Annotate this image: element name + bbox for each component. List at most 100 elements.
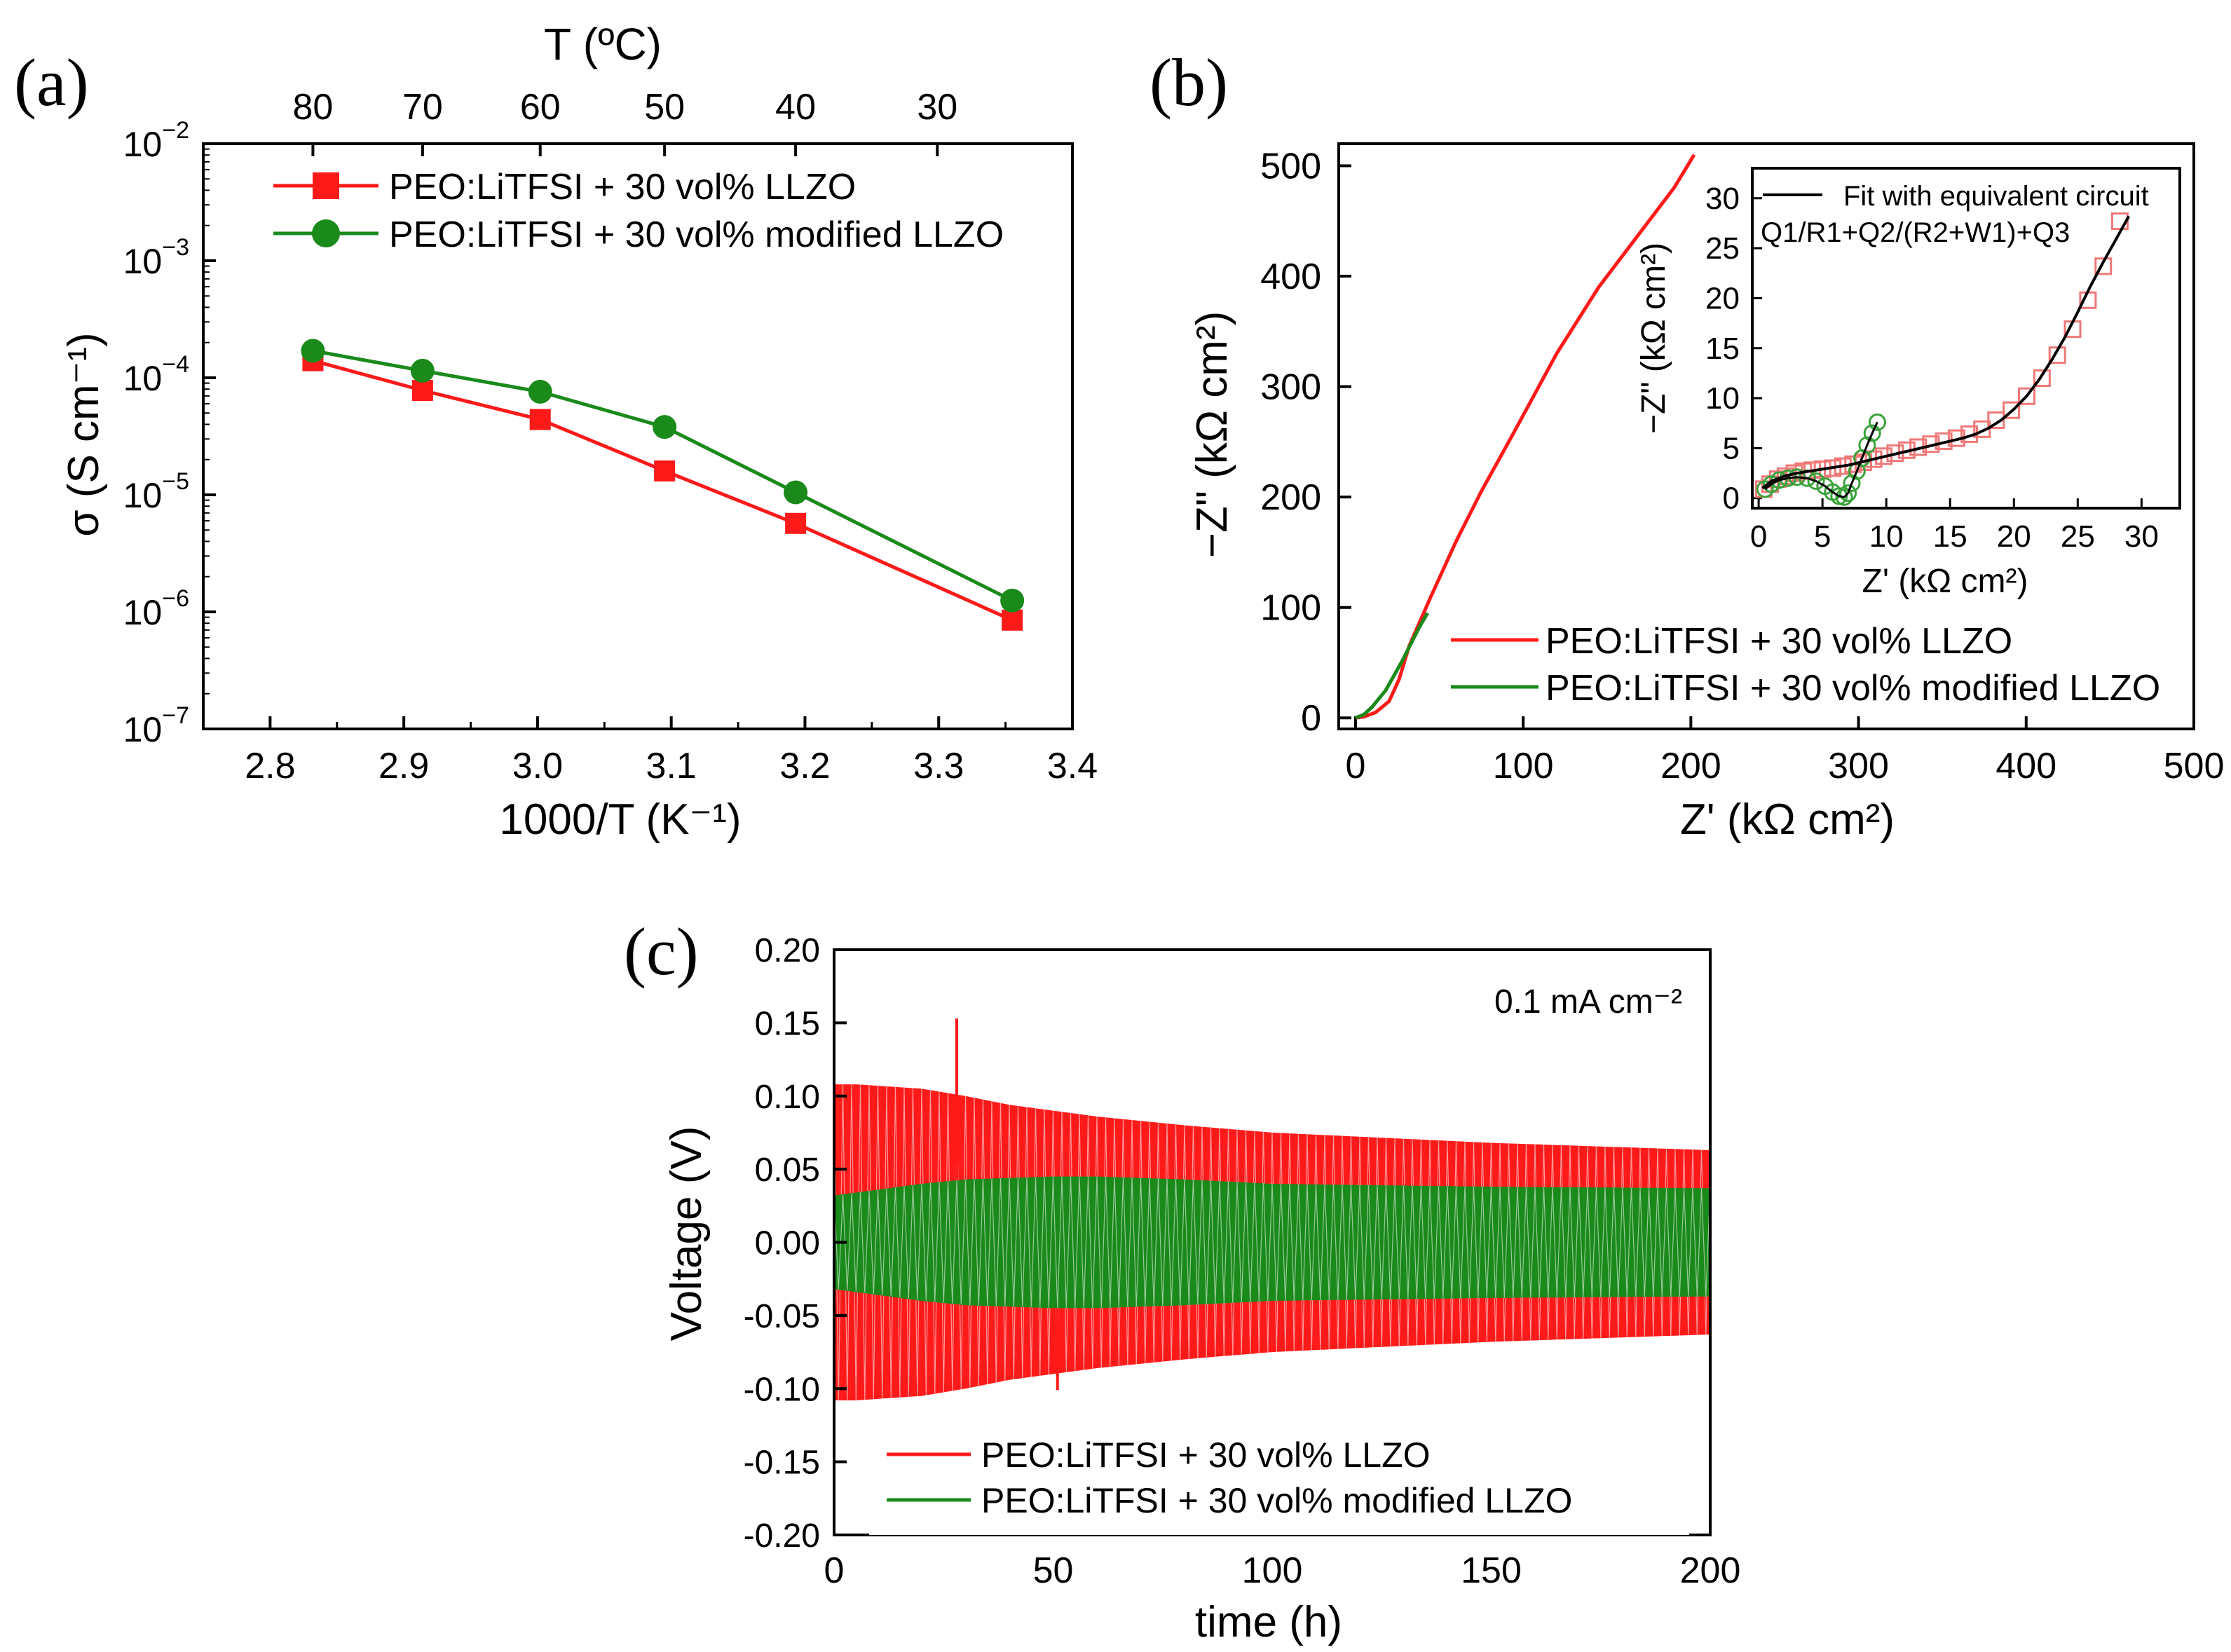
panel-a-series-line-mod (312, 349, 1014, 603)
inset-x-tick-label: 15 (1933, 519, 1967, 554)
panel-a-x-tick-label: 2.8 (245, 746, 295, 786)
inset-red-point (2094, 257, 2113, 275)
inset-green-point (1839, 484, 1857, 503)
inset-green-fit-line (1764, 421, 1878, 498)
panel-c-y-tick-label: -0.05 (744, 1298, 820, 1335)
inset-green-point (1868, 413, 1886, 431)
inset-circuit-label: Q1/R1+Q2/(R2+W1)+Q3 (1761, 217, 2070, 248)
panel-a-top-tick-label: 80 (293, 87, 334, 128)
legend-a-llzo-label: PEO:LiTFSI + 30 vol% LLZO (389, 167, 856, 207)
inset-green-point (1863, 424, 1881, 442)
panel-b-y-tick-label: 300 (1260, 367, 1321, 408)
panel-c-y-tick-label: 0.15 (755, 1005, 820, 1042)
panel-c-x-tick-label: 200 (1680, 1550, 1741, 1591)
panel-a-point-mod (301, 339, 325, 363)
panel-c-y-tick-label: 0.00 (755, 1225, 820, 1262)
legend-b-llzo-label: PEO:LiTFSI + 30 vol% LLZO (1546, 621, 2012, 662)
panel-a-point-llzo (785, 512, 807, 534)
panel-a-point-llzo (529, 409, 551, 430)
legend-c-background (869, 1430, 1689, 1535)
inset-x-tick-label: 20 (1997, 519, 2031, 554)
panel-b-x-tick-label: 400 (1995, 746, 2056, 786)
panel-b-series-line-mod (1354, 612, 1429, 720)
inset-y-axis-label: −Z" (kΩ cm²) (1635, 243, 1672, 434)
panel-c-legend: PEO:LiTFSI + 30 vol% LLZO PEO:LiTFSI + 3… (869, 1430, 1689, 1535)
panel-b-y-tick-label: 500 (1260, 146, 1321, 187)
inset-y-tick-label: 30 (1705, 182, 1740, 216)
inset-fit-line (1761, 215, 2130, 490)
inset-y-tick-label: 5 (1723, 431, 1740, 465)
inset-x-tick-label: 5 (1814, 519, 1831, 554)
inset-y-tick-label: 10 (1705, 381, 1740, 416)
panel-a-x-tick-label: 3.4 (1047, 746, 1098, 786)
panel-a-point-mod (528, 379, 552, 404)
inset-y-tick-label: 15 (1705, 332, 1740, 366)
panel-a-point-llzo (1002, 609, 1023, 631)
panel-a-top-tick-label: 40 (775, 87, 816, 128)
panel-b-y-tick-label: 200 (1260, 477, 1321, 518)
inset-red-point (1864, 450, 1883, 468)
panel-a-top-tick-label: 60 (520, 87, 561, 128)
inset-frame (1751, 167, 2181, 510)
panel-b-series (1354, 153, 1696, 720)
panel-b-x-tick-label: 0 (1345, 746, 1365, 786)
panel-c-y-tick-label: -0.15 (744, 1445, 820, 1482)
panel-b-x-tick-label: 100 (1493, 746, 1554, 786)
panel-a-series (301, 339, 1025, 631)
inset-green-point (1835, 488, 1853, 506)
panel-a-point-llzo (654, 460, 676, 482)
panel-c-x-tick-label: 150 (1461, 1550, 1522, 1591)
legend-c-mod-label: PEO:LiTFSI + 30 vol% modified LLZO (981, 1481, 1572, 1520)
legend-b-mod-label: PEO:LiTFSI + 30 vol% modified LLZO (1546, 668, 2160, 709)
inset-red-point (2048, 346, 2066, 364)
panel-b-x-tick-label: 300 (1828, 746, 1889, 786)
panel-c-cycles-mod (833, 1176, 1711, 1309)
panel-b-series-line-llzo (1355, 153, 1696, 720)
panel-c-y-tick-label: 0.05 (755, 1152, 820, 1189)
panel-a-top-axis-label: T (ºC) (544, 19, 662, 69)
legend-c-llzo-label: PEO:LiTFSI + 30 vol% LLZO (981, 1435, 1431, 1475)
panel-a: (a) T (ºC) 1000/T (K⁻¹) σ (S cm⁻¹) 2.8 2.… (14, 19, 1098, 844)
panel-b-x-tick-label: 500 (2164, 746, 2225, 786)
panel-b-y-tick-label: 100 (1260, 588, 1321, 629)
panel-c-y-tick-label: -0.10 (744, 1371, 820, 1408)
inset-red-point (1973, 420, 1991, 438)
panel-a-point-mod (784, 480, 808, 505)
panel-c: (c) time (h) Voltage (V) 0.1 mA cm⁻² 0 50… (624, 914, 1740, 1646)
panel-b-axes (1337, 142, 2195, 730)
panel-c-series (833, 1018, 1711, 1401)
panel-c-y-tick-label: -0.20 (744, 1517, 820, 1555)
inset-x-tick-label: 0 (1750, 519, 1767, 554)
legend-a-llzo-marker (313, 172, 339, 199)
panel-a-x-tick-label: 3.0 (512, 746, 563, 786)
inset-red-point (1987, 411, 2005, 429)
panel-a-x-tick-label: 3.1 (646, 746, 697, 786)
panel-c-y-tick-label: 0.20 (755, 932, 820, 969)
panel-a-top-tick-label: 30 (917, 87, 957, 128)
panel-b-inset: 0 5 10 15 20 25 30 0 5 10 15 20 25 30 Z' (kΩ cm²) −Z" (… (1635, 167, 2181, 600)
panel-a-point-llzo (411, 380, 433, 402)
panel-a-legend: PEO:LiTFSI + 30 vol% LLZO PEO:LiTFSI + 3… (273, 167, 1004, 255)
panel-a-top-tick-label: 50 (644, 87, 685, 128)
panel-c-envelope-mod (834, 1176, 1710, 1309)
inset-x-tick-label: 10 (1869, 519, 1904, 554)
panel-a-y-tick-label: 10−6 (123, 585, 189, 632)
panel-a-x-tick-label: 3.2 (779, 746, 830, 786)
panel-b-y-tick-label: 400 (1260, 257, 1321, 297)
panel-b-legend: PEO:LiTFSI + 30 vol% LLZO PEO:LiTFSI + 3… (1451, 621, 2160, 709)
inset-x-axis-label: Z' (kΩ cm²) (1862, 563, 2028, 600)
panel-c-y-tick-label: 0.10 (755, 1079, 820, 1116)
panel-a-point-mod (1000, 588, 1025, 613)
inset-red-point (2003, 401, 2021, 419)
inset-y-tick-label: 25 (1705, 231, 1740, 266)
panel-c-x-axis-label: time (h) (1195, 1598, 1342, 1646)
panel-a-point-mod (653, 415, 677, 439)
inset-x-tick-label: 25 (2061, 519, 2095, 554)
legend-a-mod-label: PEO:LiTFSI + 30 vol% modified LLZO (389, 214, 1004, 255)
panel-c-x-tick-label: 50 (1033, 1550, 1074, 1591)
panel-a-y-axis-label: σ (S cm⁻¹) (60, 332, 108, 536)
panel-a-top-tick-label: 70 (402, 87, 443, 128)
